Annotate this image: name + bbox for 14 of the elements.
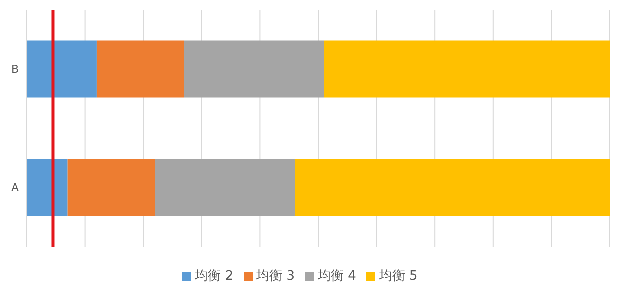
legend-label: 均衡 3 [256,269,295,284]
y-tick-label: A [11,182,20,195]
bar [27,159,68,216]
bar [155,159,296,216]
legend-label: 均衡 4 [318,269,356,284]
y-tick-label: B [11,63,19,76]
bar [68,159,156,216]
bar [184,40,324,98]
legend-label: 均衡 2 [195,269,234,284]
bar [96,40,184,98]
bar [27,40,97,98]
bar [324,40,610,98]
legend-label: 均衡 5 [379,269,418,284]
bar [295,159,610,216]
